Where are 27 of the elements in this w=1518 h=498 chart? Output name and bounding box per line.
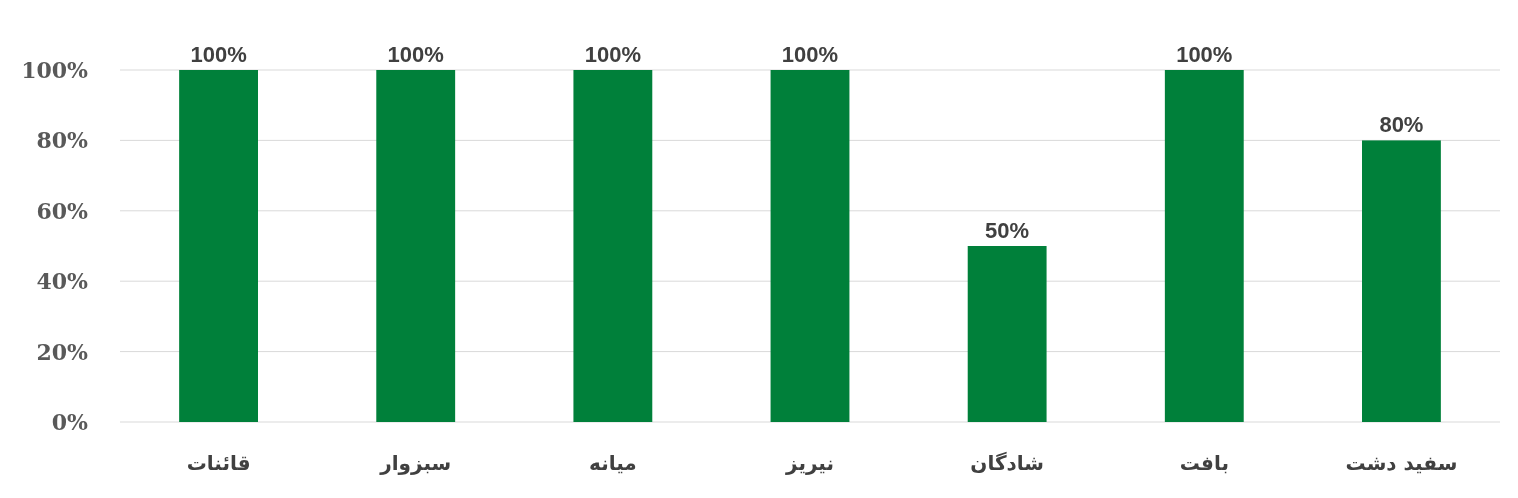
data-label: 80% [1379,112,1424,138]
data-label: 100% [584,42,641,67]
data-label: 50% [985,218,1030,243]
bar [179,70,258,422]
y-tick-label: 100% [21,57,89,83]
x-tick-label: میانه [589,451,637,475]
x-tick-label: نیریز [784,451,835,475]
data-label: 100% [1176,42,1233,67]
x-tick-label: سفید دشت [1345,451,1458,475]
bar [967,246,1047,422]
x-tick-label: سبزوار [379,451,452,475]
data-label: 100% [781,42,839,67]
bar [1362,140,1441,422]
x-tick-label: شادگان [970,451,1044,475]
y-tick-label: 40% [36,268,89,295]
bar [573,70,653,422]
data-label: 100% [190,42,247,67]
bar [376,70,456,422]
y-tick-label: 20% [36,338,89,365]
bar [770,70,850,422]
y-tick-label: 60% [36,197,89,224]
y-tick-label: 80% [36,127,89,154]
y-tick-label: 0% [51,409,89,435]
x-tick-label: قائنات [186,451,251,475]
x-tick-label: بافت [1179,451,1229,475]
bar [1164,70,1244,422]
data-label: 100% [387,42,444,67]
